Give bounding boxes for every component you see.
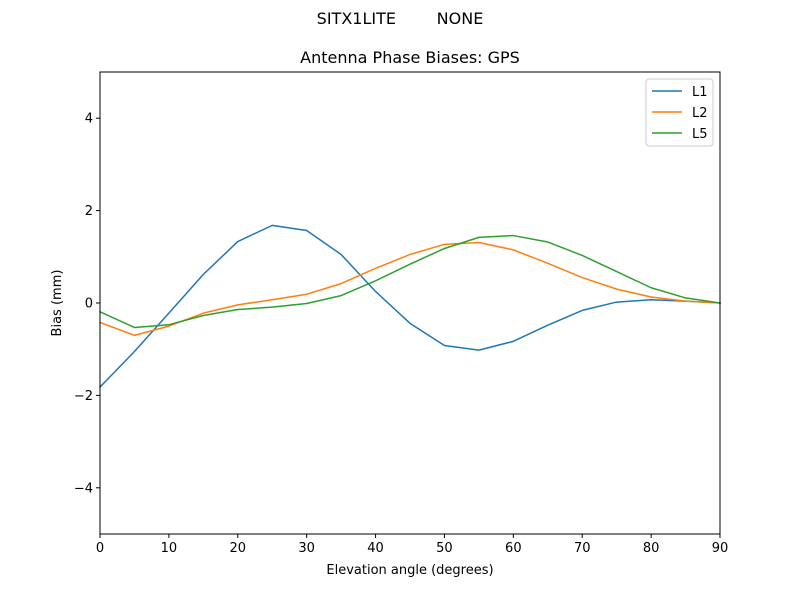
y-axis-ticks: −4 −2 0 2 4	[74, 112, 100, 496]
series-lines	[98, 224, 721, 389]
x-tick-label: 60	[505, 541, 522, 556]
x-tick-label: 40	[367, 541, 384, 556]
y-axis-label: Bias (mm)	[50, 270, 65, 337]
plot-area-frame	[99, 71, 721, 535]
legend-label-l5: L5	[692, 127, 708, 142]
legend-label-l1: L1	[692, 85, 708, 100]
y-tick-label: −2	[74, 389, 93, 404]
x-axis-ticks: 0 10 20 30 40 50 60 70 80 90	[96, 534, 728, 556]
series-line-l2	[99, 241, 721, 337]
x-tick-label: 30	[298, 541, 315, 556]
x-tick-label: 70	[574, 541, 591, 556]
x-tick-label: 90	[712, 541, 729, 556]
y-tick-label: 2	[85, 204, 93, 219]
x-tick-label: 20	[230, 541, 247, 556]
x-tick-label: 10	[161, 541, 178, 556]
y-tick-label: 0	[85, 297, 93, 312]
x-tick-label: 80	[643, 541, 660, 556]
series-line-l1	[98, 224, 721, 389]
y-tick-label: 4	[85, 112, 93, 127]
legend: L1 L2 L5	[645, 78, 714, 147]
chart-title: Antenna Phase Biases: GPS	[300, 48, 520, 67]
legend-label-l2: L2	[692, 106, 708, 121]
x-tick-label: 0	[96, 541, 104, 556]
x-tick-label: 50	[436, 541, 453, 556]
series-line-l5	[99, 234, 721, 329]
x-axis-label: Elevation angle (degrees)	[326, 563, 493, 578]
y-tick-label: −4	[74, 481, 93, 496]
figure-suptitle: SITX1LITE NONE	[317, 9, 484, 28]
